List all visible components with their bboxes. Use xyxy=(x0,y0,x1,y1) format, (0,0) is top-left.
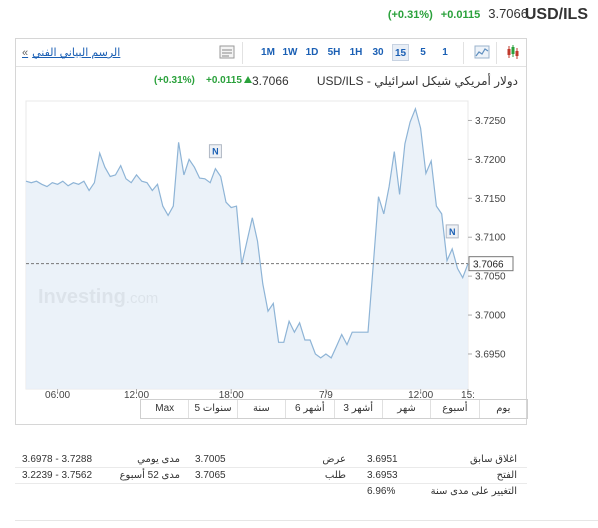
stat-value: 6.96% xyxy=(367,486,396,497)
stat-value: 3.7065 xyxy=(195,470,226,481)
timeframe-30[interactable]: 30 xyxy=(372,47,384,58)
header-price: 3.7066 xyxy=(488,6,528,21)
timeframe-1w[interactable]: 1W xyxy=(282,47,298,58)
stat-value: 3.6951 xyxy=(367,454,398,465)
stat-label: مدى 52 أسبوع xyxy=(119,470,180,481)
toolbar-divider xyxy=(242,42,243,64)
chart-panel: «الرسم البياني الفني 1M 1W 1D 5H 1H 30 1… xyxy=(15,38,528,425)
header-symbol: USD/ILS xyxy=(524,6,588,23)
chart-title-row: USD/ILS - دولار أمريكي شيكل اسرائيلي 3.7… xyxy=(16,67,526,93)
divider xyxy=(15,520,598,521)
area-chart-icon[interactable] xyxy=(474,44,490,60)
candlestick-icon[interactable] xyxy=(505,44,521,60)
timeframe-5h[interactable]: 5H xyxy=(327,47,341,58)
x-tick-label: 12:00 xyxy=(124,390,149,399)
y-tick-label: 3.7200 xyxy=(475,155,506,166)
stat-value: 3.6978 - 3.7288 xyxy=(22,454,93,465)
period-year[interactable]: سنة xyxy=(236,400,285,418)
quote-header: (+0.31%) +0.0115 3.7066 USD/ILS xyxy=(387,6,588,28)
stat-label: الفتح xyxy=(496,470,517,481)
period-6-months[interactable]: 6 أشهر xyxy=(285,400,333,418)
news-marker xyxy=(208,144,222,159)
tech-chart-link-label: الرسم البياني الفني xyxy=(32,47,121,59)
series-line xyxy=(25,106,469,359)
period-5-years[interactable]: 5 سنوات xyxy=(188,400,236,418)
chart-toolbar: «الرسم البياني الفني 1M 1W 1D 5H 1H 30 1… xyxy=(16,39,526,67)
title-change: +0.0115 xyxy=(206,75,242,86)
timeframe-5[interactable]: 5 xyxy=(420,47,426,58)
stat-label: مدى يومي xyxy=(137,454,180,465)
table-row: التغيير على مدى سنة 6.96% xyxy=(15,484,527,500)
table-row: اغلاق سابق 3.6951 عرض 3.7005 مدى يومي 3.… xyxy=(15,452,527,468)
y-tick-label: 3.6950 xyxy=(475,349,506,360)
x-tick-label: 7/9 xyxy=(319,390,333,399)
x-tick-label: 15: xyxy=(461,390,475,399)
x-tick-label: 18:00 xyxy=(219,390,244,399)
stat-value: 3.7005 xyxy=(195,454,226,465)
statistics-table: اغلاق سابق 3.6951 عرض 3.7005 مدى يومي 3.… xyxy=(15,452,527,500)
period-month[interactable]: شهر xyxy=(381,400,430,418)
table-row: الفتح 3.6953 طلب 3.7065 مدى 52 أسبوع 3.2… xyxy=(15,468,527,484)
series-area xyxy=(26,108,468,390)
header-change-pct: (+0.31%) xyxy=(387,9,433,21)
period-max[interactable]: Max xyxy=(155,403,175,414)
stat-label: طلب xyxy=(324,470,346,481)
title-change-pct: (+0.31%) xyxy=(154,75,195,86)
title-price: 3.7066 xyxy=(252,74,289,88)
up-arrow-icon xyxy=(244,76,252,83)
header-change: +0.0115 xyxy=(440,9,481,21)
stat-label: اغلاق سابق xyxy=(469,454,517,465)
double-chevron-icon: « xyxy=(22,47,29,59)
toolbar-divider xyxy=(496,42,497,64)
timeframe-1m[interactable]: 1M xyxy=(261,47,275,58)
x-tick-label: 12:00 xyxy=(408,390,433,399)
period-selector: يوم أسبوع شهر 3 أشهر 6 أشهر سنة 5 سنوات … xyxy=(140,399,528,419)
stat-value: 3.6953 xyxy=(367,470,398,481)
period-day[interactable]: يوم xyxy=(478,400,527,418)
stat-value: 3.2239 - 3.7562 xyxy=(22,470,93,481)
current-price-label: 3.7066 xyxy=(473,260,504,271)
y-tick-label: 3.7000 xyxy=(475,311,506,322)
timeframe-1[interactable]: 1 xyxy=(442,47,448,58)
tech-chart-link[interactable]: «الرسم البياني الفني xyxy=(22,46,120,59)
timeframe-15[interactable]: 15 xyxy=(392,44,409,61)
y-tick-label: 3.7100 xyxy=(475,233,506,244)
y-tick-label: 3.7250 xyxy=(475,116,506,127)
y-tick-label: 3.7150 xyxy=(475,194,506,205)
period-week[interactable]: أسبوع xyxy=(430,400,478,418)
news-marker xyxy=(445,224,459,239)
stat-label: التغيير على مدى سنة xyxy=(430,486,517,497)
x-tick-label: 06:00 xyxy=(45,390,70,399)
news-marker-label: N xyxy=(212,147,219,157)
timeframe-1d[interactable]: 1D xyxy=(305,47,319,58)
period-3-months[interactable]: 3 أشهر xyxy=(333,400,382,418)
table-icon[interactable] xyxy=(219,44,235,60)
timeframe-1h[interactable]: 1H xyxy=(349,47,363,58)
price-chart[interactable]: Investing.com3.72503.72003.71503.71003.7… xyxy=(16,93,526,399)
instrument-name: USD/ILS - دولار أمريكي شيكل اسرائيلي xyxy=(316,74,518,88)
news-marker-label: N xyxy=(449,227,456,237)
current-price-box xyxy=(468,256,514,272)
y-tick-label: 3.7050 xyxy=(475,272,506,283)
toolbar-divider xyxy=(463,42,464,64)
stat-label: عرض xyxy=(322,454,346,465)
